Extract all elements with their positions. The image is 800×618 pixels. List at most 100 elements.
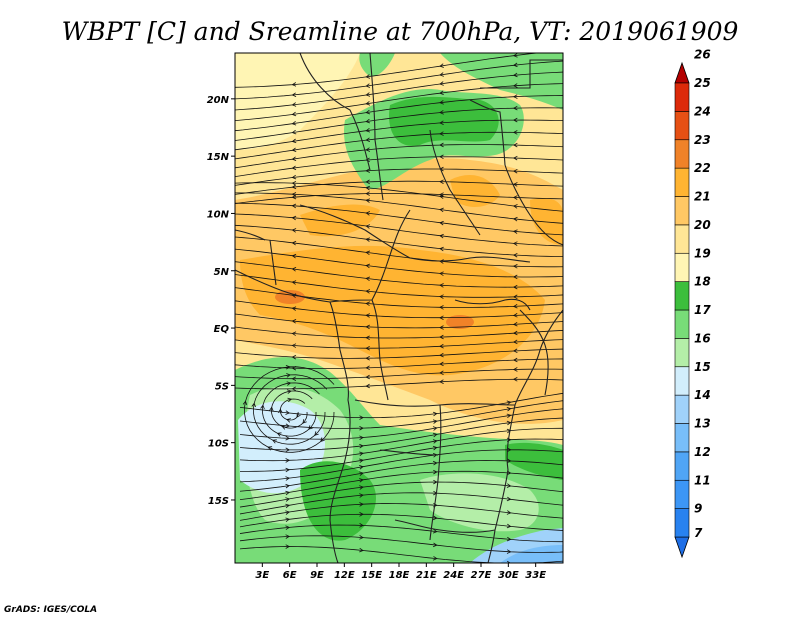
- streamline-arrow: [291, 147, 297, 152]
- streamline-arrow: [506, 496, 512, 502]
- wbpt-fill-23a: [275, 290, 305, 304]
- streamline-arrow: [291, 180, 297, 186]
- streamline-arrow: [512, 182, 518, 187]
- lat-tick-label: 5N: [214, 267, 230, 278]
- border-p: [519, 309, 549, 396]
- colorbar-swatch: [674, 508, 690, 538]
- streamline-arrow: [512, 367, 518, 372]
- streamline-arrow: [439, 72, 444, 77]
- streamline: [235, 368, 563, 380]
- streamline: [235, 192, 563, 224]
- streamline-arrow: [512, 195, 518, 200]
- streamline: [239, 417, 563, 451]
- streamline-arrow: [302, 419, 307, 424]
- streamline-arrow: [359, 512, 364, 517]
- streamline-arrow: [432, 411, 438, 417]
- colorbar-swatch: [674, 139, 690, 169]
- streamline-arrow: [359, 425, 364, 431]
- streamline-arrow: [512, 229, 518, 234]
- streamline-arrow: [506, 413, 512, 419]
- streamline: [235, 261, 563, 288]
- streamline-arrow: [291, 240, 297, 246]
- streamline-arrow: [285, 525, 291, 530]
- streamline-arrow: [439, 246, 444, 252]
- streamline-arrow: [291, 138, 297, 144]
- streamline-arrow: [269, 406, 274, 412]
- streamline-arrow: [439, 361, 444, 367]
- colorbar-level-label: 13: [694, 417, 711, 431]
- lon-tick-label: 9E: [310, 570, 324, 581]
- streamline-arrow: [359, 435, 364, 440]
- streamline-arrow: [291, 203, 297, 209]
- streamline-arrow: [512, 130, 518, 135]
- colorbar-swatch: [674, 281, 690, 311]
- streamline-arrow: [365, 109, 371, 115]
- border-r: [394, 519, 496, 533]
- streamline-arrow: [365, 263, 371, 269]
- streamline-arrow: [291, 184, 297, 190]
- colorbar-level-label: 20: [694, 218, 711, 232]
- streamline-arrow: [365, 365, 370, 371]
- colorbar-swatch: [674, 196, 690, 226]
- streamline-arrow: [276, 432, 282, 437]
- streamline-arrow: [285, 423, 291, 428]
- streamline: [235, 202, 563, 236]
- streamline-arrow: [512, 274, 518, 280]
- border-i: [369, 53, 384, 201]
- streamline-arrow: [291, 343, 297, 348]
- streamline-arrow: [439, 90, 444, 95]
- streamline-arrow: [432, 460, 438, 466]
- streamline-arrow: [286, 381, 292, 386]
- streamline-arrow: [439, 131, 444, 136]
- streamline: [239, 535, 563, 553]
- streamline-arrow: [439, 179, 444, 184]
- streamline-arrow: [285, 467, 291, 473]
- lon-tick-label: 21E: [416, 570, 437, 581]
- streamline-arrow: [291, 129, 297, 135]
- colorbar-swatch: [674, 82, 690, 112]
- streamline-arrow: [291, 102, 297, 107]
- streamline-arrow: [432, 432, 438, 438]
- wbpt-fill-23b: [446, 315, 474, 329]
- colorbar-swatch: [674, 252, 690, 282]
- streamline-arrow: [506, 406, 512, 412]
- streamline: [239, 392, 563, 419]
- streamline-arrow: [285, 534, 291, 539]
- streamline-arrow: [365, 355, 370, 361]
- colorbar-level-label: 17: [694, 303, 711, 317]
- streamline-arrow: [359, 502, 364, 507]
- coastline-west-africa: [235, 269, 351, 563]
- streamline-arrow: [506, 458, 512, 464]
- streamline: [235, 236, 563, 268]
- streamline-arrow: [365, 179, 370, 185]
- streamline-arrow: [512, 313, 518, 318]
- grads-credit: GrADS: IGES/COLA: [4, 605, 97, 615]
- streamline-arrow: [506, 420, 512, 426]
- streamline-arrow: [365, 237, 371, 242]
- colorbar-swatch: [674, 111, 690, 141]
- streamline-arrow: [260, 404, 265, 410]
- colorbar-swatch: [674, 366, 690, 396]
- streamline-arrow: [285, 490, 291, 496]
- streamline: [279, 398, 306, 421]
- streamline-arrow: [506, 470, 512, 476]
- streamline-arrow: [439, 81, 444, 86]
- streamline-arrow: [291, 174, 297, 180]
- streamline-arrow: [439, 283, 444, 288]
- wbpt-fill-20-nw: [235, 53, 360, 150]
- streamline-arrow: [242, 400, 248, 406]
- border-h: [469, 99, 506, 166]
- streamline: [270, 390, 313, 429]
- wbpt-fill-13-se: [500, 545, 563, 563]
- streamline: [235, 224, 563, 257]
- streamline-arrow: [365, 157, 370, 163]
- colorbar-level-label: 21: [694, 190, 711, 204]
- country-borders: [235, 53, 563, 563]
- streamline: [239, 513, 563, 531]
- streamline-arrow: [359, 415, 364, 420]
- streamline-arrow: [439, 220, 444, 226]
- border-f: [429, 404, 442, 541]
- streamline-arrow: [291, 331, 297, 336]
- streamline-arrow: [286, 373, 291, 378]
- streamline-arrow: [439, 120, 444, 125]
